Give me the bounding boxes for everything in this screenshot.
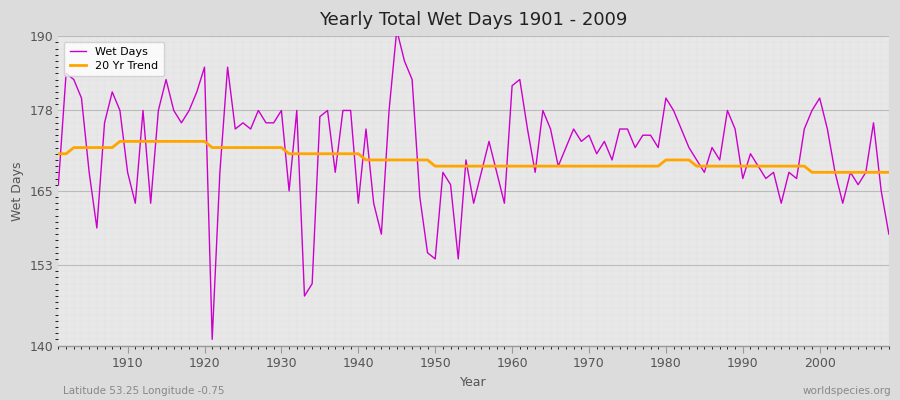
Title: Yearly Total Wet Days 1901 - 2009: Yearly Total Wet Days 1901 - 2009 [320, 11, 628, 29]
20 Yr Trend [515, 164, 526, 168]
Wet Days [884, 232, 895, 236]
20 Yr Trend [122, 139, 133, 144]
20 Yr Trend [114, 139, 125, 144]
20 Yr Trend [53, 151, 64, 156]
Wet Days [53, 182, 64, 187]
Legend: Wet Days, 20 Yr Trend: Wet Days, 20 Yr Trend [64, 42, 164, 76]
Wet Days [338, 108, 348, 113]
Wet Days [522, 127, 533, 132]
Wet Days [392, 28, 402, 32]
Wet Days [292, 108, 302, 113]
Line: Wet Days: Wet Days [58, 30, 889, 339]
Wet Days [615, 127, 626, 132]
20 Yr Trend [806, 170, 817, 175]
Wet Days [515, 77, 526, 82]
20 Yr Trend [507, 164, 517, 168]
Text: Latitude 53.25 Longitude -0.75: Latitude 53.25 Longitude -0.75 [63, 386, 224, 396]
20 Yr Trend [292, 151, 302, 156]
Text: worldspecies.org: worldspecies.org [803, 386, 891, 396]
Line: 20 Yr Trend: 20 Yr Trend [58, 141, 889, 172]
20 Yr Trend [338, 151, 348, 156]
Wet Days [207, 337, 218, 342]
Y-axis label: Wet Days: Wet Days [11, 161, 24, 221]
20 Yr Trend [607, 164, 617, 168]
Wet Days [114, 108, 125, 113]
20 Yr Trend [884, 170, 895, 175]
X-axis label: Year: Year [460, 376, 487, 389]
